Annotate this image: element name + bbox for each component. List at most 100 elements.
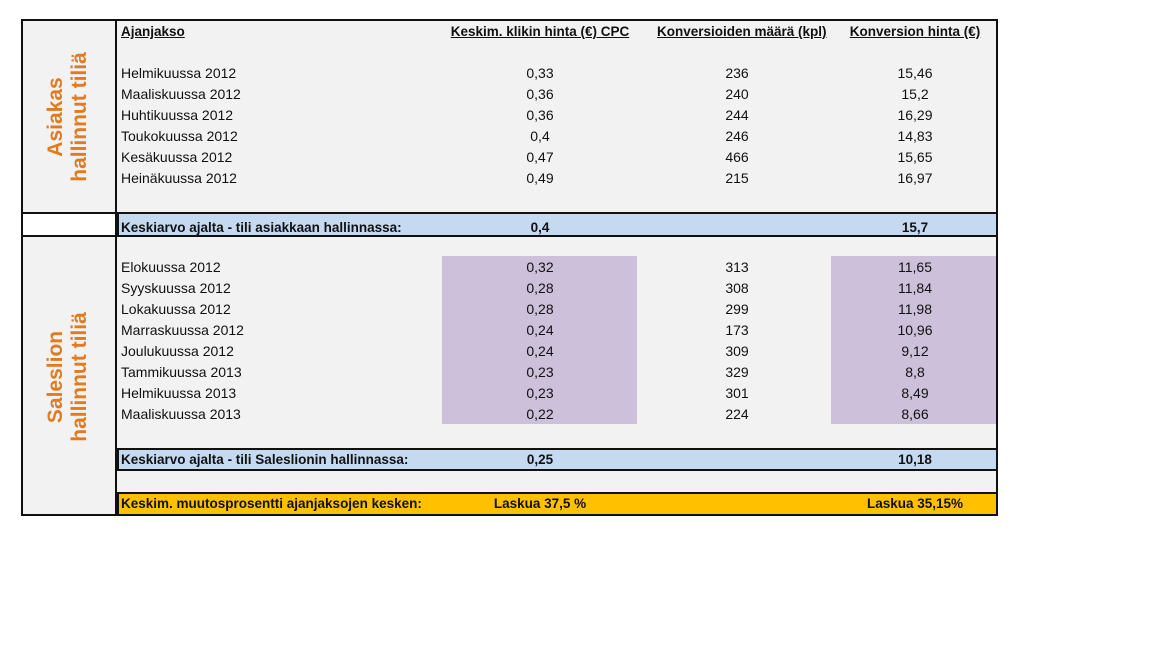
- cpc-cell: 0,49: [526, 170, 554, 186]
- side-divider-section2: [115, 235, 117, 516]
- average-conversion-price: 10,18: [898, 452, 932, 467]
- cpc-cell: 0,23: [526, 385, 554, 401]
- average-conversion-price: 15,7: [901, 220, 929, 235]
- average-side-blank: [21, 214, 117, 237]
- table-row: Toukokuussa 2012 0,4 246 14,83: [117, 126, 998, 147]
- period-cell: Maaliskuussa 2012: [121, 86, 241, 102]
- conversions-cell: 301: [725, 385, 749, 401]
- table-row: Maaliskuussa 2012 0,36 240 15,2: [117, 84, 998, 105]
- average-cpc: 0,4: [530, 220, 550, 235]
- conversion-price-cell: 11,65: [898, 259, 932, 275]
- period-cell: Toukokuussa 2012: [121, 128, 238, 144]
- conversions-cell: 308: [725, 280, 749, 296]
- section2-top-border: [21, 235, 998, 237]
- cpc-cell: 0,23: [526, 364, 554, 380]
- cpc-highlight: [442, 256, 637, 424]
- cpc-cell: 0,47: [526, 149, 554, 165]
- conversion-price-cell: 15,65: [897, 149, 933, 165]
- header-row: Ajanjakso Keskim. klikin hinta (€) CPC K…: [117, 21, 998, 42]
- table-row: Syyskuussa 2012 0,28 308 11,84: [117, 278, 998, 299]
- period-cell: Huhtikuussa 2012: [121, 107, 234, 123]
- side-label-line2: hallinnut tiliä: [68, 311, 91, 442]
- conversion-price-cell: 11,98: [898, 301, 932, 317]
- side-label-line1: Asiakas: [44, 76, 67, 157]
- average-label: Keskiarvo ajalta - tili asiakkaan hallin…: [121, 220, 402, 235]
- average-fill: [117, 214, 998, 237]
- average-content: Keskiarvo ajalta - tili Saleslionin hall…: [117, 450, 998, 469]
- conversion-price-cell: 9,12: [901, 343, 929, 359]
- table-row: Huhtikuussa 2012 0,36 244 16,29: [117, 105, 998, 126]
- period-cell: Helmikuussa 2013: [121, 385, 237, 401]
- header-period: Ajanjakso: [121, 24, 185, 39]
- period-cell: Lokakuussa 2012: [121, 301, 231, 317]
- table-row: Lokakuussa 2012 0,28 299 11,98: [117, 299, 998, 320]
- section1-average-row: Keskiarvo ajalta - tili asiakkaan hallin…: [21, 214, 998, 237]
- average-content: Keskiarvo ajalta - tili asiakkaan hallin…: [117, 216, 998, 237]
- header-cpc: Keskim. klikin hinta (€) CPC: [450, 24, 630, 39]
- period-cell: Kesäkuussa 2012: [121, 149, 233, 165]
- conversion-price-cell: 11,84: [898, 280, 932, 296]
- period-cell: Heinäkuussa 2012: [121, 170, 237, 186]
- table-row: Elokuussa 2012 0,32 313 11,65: [117, 257, 998, 278]
- period-cell: Elokuussa 2012: [121, 259, 221, 275]
- section2-side-label: Saleslion hallinnut tiliä: [44, 312, 92, 442]
- summary-label: Keskim. muutosprosentti ajanjaksojen kes…: [121, 496, 422, 511]
- period-cell: Joulukuussa 2012: [121, 343, 234, 359]
- cpc-cell: 0,28: [526, 301, 554, 317]
- cpc-cell: 0,36: [526, 86, 554, 102]
- cpc-cell: 0,32: [526, 259, 554, 275]
- cpc-cell: 0,4: [530, 128, 550, 144]
- section1-side-label: Asiakas hallinnut tiliä: [44, 52, 92, 182]
- conversions-cell: 309: [725, 343, 749, 359]
- period-cell: Marraskuussa 2012: [121, 322, 244, 338]
- period-cell: Tammikuussa 2013: [121, 364, 242, 380]
- spreadsheet-table: Asiakas hallinnut tiliä Ajanjakso Keskim…: [21, 19, 998, 516]
- summary-cpc: Laskua 37,5 %: [493, 496, 587, 511]
- header-conversion-price: Konversion hinta (€): [849, 24, 981, 39]
- summary-conversion-price: Laskua 35,15%: [866, 496, 964, 511]
- conversion-price-cell: 10,96: [897, 322, 933, 338]
- table-row: Tammikuussa 2013 0,23 329 8,8: [117, 362, 998, 383]
- period-cell: Syyskuussa 2012: [121, 280, 231, 296]
- summary-content: Keskim. muutosprosentti ajanjaksojen kes…: [117, 494, 998, 514]
- table-row: Helmikuussa 2012 0,33 236 15,46: [117, 63, 998, 84]
- conversions-cell: 299: [725, 301, 749, 317]
- conversion-price-cell: 16,29: [897, 107, 933, 123]
- section1-side-cell: Asiakas hallinnut tiliä: [21, 19, 117, 214]
- period-cell: Helmikuussa 2012: [121, 65, 237, 81]
- conversions-cell: 173: [725, 322, 749, 338]
- conversion-price-cell: 8,49: [901, 385, 929, 401]
- cpc-cell: 0,36: [526, 107, 554, 123]
- average-label: Keskiarvo ajalta - tili Saleslionin hall…: [121, 452, 409, 467]
- cpc-cell: 0,22: [526, 406, 554, 422]
- cpc-cell: 0,24: [526, 343, 554, 359]
- conversion-price-cell: 16,97: [897, 170, 933, 186]
- side-label-line1: Saleslion: [44, 330, 67, 423]
- side-divider-section1: [115, 19, 117, 237]
- summary-row: Keskim. muutosprosentti ajanjaksojen kes…: [117, 492, 998, 516]
- conversions-cell: 240: [725, 86, 749, 102]
- conversions-cell: 313: [725, 259, 749, 275]
- table-row: Helmikuussa 2013 0,23 301 8,49: [117, 383, 998, 404]
- conversion-price-cell: 15,46: [897, 65, 933, 81]
- section1-panel: [21, 19, 998, 214]
- average-cpc: 0,25: [526, 452, 554, 467]
- period-cell: Maaliskuussa 2013: [121, 406, 241, 422]
- header-conversions: Konversioiden määrä (kpl): [657, 24, 827, 39]
- conversions-cell: 215: [725, 170, 749, 186]
- cpc-cell: 0,24: [526, 322, 554, 338]
- section1-bottom-border: [21, 212, 998, 214]
- section2-average-row: Keskiarvo ajalta - tili Saleslionin hall…: [117, 448, 998, 471]
- table-row: Heinäkuussa 2012 0,49 215 16,97: [117, 168, 998, 189]
- conversion-price-cell: 8,66: [901, 406, 929, 422]
- cpc-cell: 0,28: [526, 280, 554, 296]
- side-label-line2: hallinnut tiliä: [68, 51, 91, 182]
- cpc-cell: 0,33: [526, 65, 554, 81]
- conversion-price-highlight: [831, 256, 998, 424]
- conversions-cell: 329: [725, 364, 749, 380]
- table-row: Kesäkuussa 2012 0,47 466 15,65: [117, 147, 998, 168]
- conversion-price-cell: 14,83: [897, 128, 933, 144]
- table-row: Maaliskuussa 2013 0,22 224 8,66: [117, 404, 998, 425]
- table-row: Joulukuussa 2012 0,24 309 9,12: [117, 341, 998, 362]
- section2-side-cell: Saleslion hallinnut tiliä: [21, 237, 117, 516]
